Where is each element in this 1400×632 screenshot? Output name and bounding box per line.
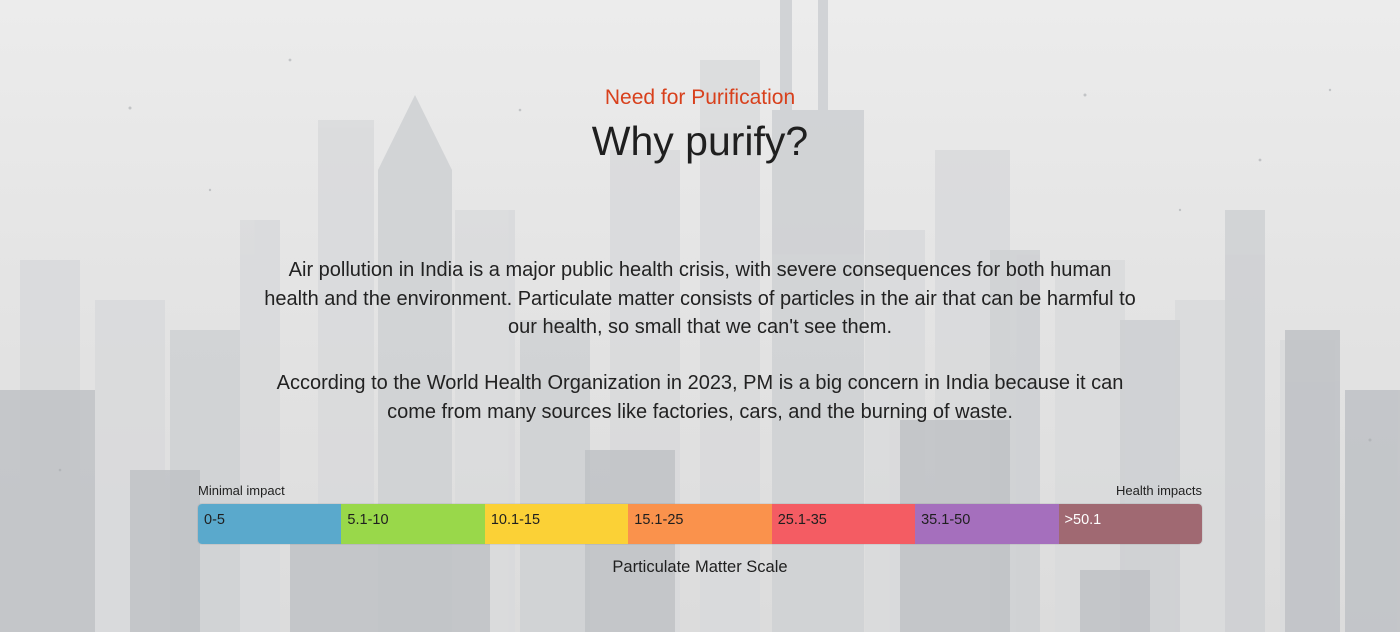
scale-segment-5-10: 5.1-10 (341, 504, 485, 544)
scale-segment-35-50: 35.1-50 (915, 504, 1059, 544)
scale-segment-10-15: 10.1-15 (484, 504, 629, 544)
particulate-matter-scale-bar: 0-5 5.1-10 10.1-15 15.1-25 25.1-35 35.1-… (198, 504, 1202, 544)
scale-min-label: Minimal impact (198, 483, 285, 498)
scale-segment-over-50: >50.1 (1058, 504, 1202, 544)
scale-end-labels: Minimal impact Health impacts (198, 483, 1202, 499)
who-paragraph: According to the World Health Organizati… (276, 372, 1124, 423)
scale-segment-0-5: 0-5 (198, 504, 342, 544)
scale-segment-15-25: 15.1-25 (628, 504, 772, 544)
section-eyebrow: Need for Purification (604, 86, 796, 109)
scale-max-label: Health impacts (1116, 483, 1202, 498)
intro-paragraph: Air pollution in India is a major public… (264, 259, 1136, 338)
scale-caption: Particulate Matter Scale (612, 558, 788, 576)
section-title: Why purify? (591, 118, 809, 164)
scale-segment-25-35: 25.1-35 (771, 504, 916, 544)
